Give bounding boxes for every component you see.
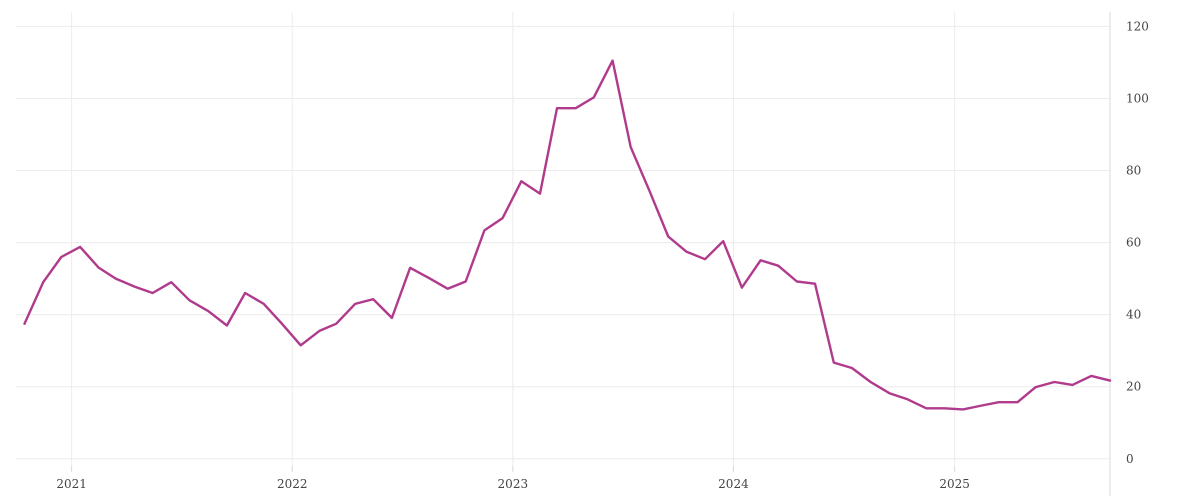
data-point <box>298 343 303 348</box>
x-tick-label: 2022 <box>277 477 308 491</box>
y-tick-label: 80 <box>1126 164 1141 178</box>
data-point <box>41 280 46 285</box>
y-tick-label: 120 <box>1126 19 1149 33</box>
series-layer <box>22 58 1113 412</box>
data-point <box>243 291 248 296</box>
grid <box>16 12 1110 466</box>
data-point <box>113 276 118 281</box>
data-point <box>538 191 543 196</box>
data-point <box>813 281 818 286</box>
series-line-0 <box>23 59 1112 411</box>
data-point <box>554 106 559 111</box>
data-point <box>96 265 101 270</box>
data-point <box>794 279 799 284</box>
data-point <box>59 255 64 260</box>
data-point <box>831 360 836 365</box>
data-point <box>224 323 229 328</box>
data-point <box>684 249 689 254</box>
data-point <box>924 406 929 411</box>
x-tick-label: 2021 <box>56 477 87 491</box>
data-point <box>334 321 339 326</box>
data-point <box>371 297 376 302</box>
x-tick-label: 2024 <box>718 477 749 491</box>
axes <box>71 12 1111 496</box>
y-tick-label: 60 <box>1126 236 1141 250</box>
data-point <box>1033 385 1038 390</box>
data-point <box>996 400 1001 405</box>
x-tick-label: 2023 <box>498 477 529 491</box>
data-point <box>206 309 211 314</box>
data-point <box>1108 378 1113 383</box>
data-point <box>758 258 763 263</box>
data-point <box>887 391 892 396</box>
data-point <box>905 397 910 402</box>
data-point <box>78 244 83 249</box>
data-point <box>961 407 966 412</box>
data-point <box>776 263 781 268</box>
data-point <box>628 145 633 150</box>
y-tick-label: 20 <box>1126 380 1141 394</box>
data-point <box>445 286 450 291</box>
data-point <box>942 406 947 411</box>
data-point <box>150 291 155 296</box>
y-tick-label: 40 <box>1126 308 1141 322</box>
data-point <box>591 95 596 100</box>
data-point <box>647 188 652 193</box>
data-point <box>169 280 174 285</box>
data-point <box>573 106 578 111</box>
data-point <box>463 279 468 284</box>
data-point <box>1070 382 1075 387</box>
y-tick-label: 100 <box>1126 91 1149 105</box>
data-point <box>353 301 358 306</box>
data-point <box>22 321 27 326</box>
tick-labels: 0 20 40 60 80 100 120 2021 2022 2023 2024 2025 <box>56 19 1149 491</box>
y-tick-label: 0 <box>1126 452 1134 466</box>
data-point <box>703 257 708 262</box>
data-point <box>849 365 854 370</box>
data-point <box>1089 373 1094 378</box>
data-point <box>739 285 744 290</box>
data-point <box>187 298 192 303</box>
data-point <box>317 328 322 333</box>
data-point <box>868 380 873 385</box>
data-point <box>721 239 726 244</box>
data-point <box>408 265 413 270</box>
data-point <box>426 275 431 280</box>
data-point <box>132 284 137 289</box>
data-point <box>261 301 266 306</box>
data-point <box>519 179 524 184</box>
data-point <box>500 216 505 221</box>
data-point <box>1052 380 1057 385</box>
data-point <box>389 315 394 320</box>
x-tick-label: 2025 <box>939 477 970 491</box>
data-point <box>1015 400 1020 405</box>
data-point <box>279 321 284 326</box>
data-point <box>482 228 487 233</box>
data-point <box>666 234 671 239</box>
data-point <box>979 403 984 408</box>
data-point <box>610 58 615 63</box>
